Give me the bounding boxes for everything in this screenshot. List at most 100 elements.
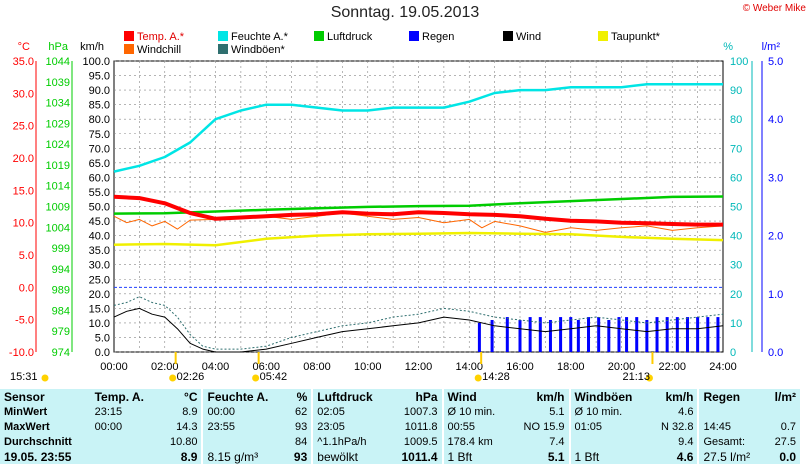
wind-tick-label: 100.0 [82,56,110,68]
druck-tick-label: 994 [52,264,70,276]
legend-swatch [503,31,513,41]
regen-tick-label: 0.0 [768,347,783,359]
legend-swatch [124,44,134,54]
chart-title: Sonntag. 19.05.2013 [330,4,480,21]
stats-cell: Durchschnitt [0,434,91,449]
stats-cell: 23:15 [90,404,160,419]
header-boeen: Windböen [570,389,650,404]
feuchte-tick-label: 60 [730,172,742,184]
legend-swatch [218,44,228,54]
event-marker-sunrise [252,352,260,382]
stats-row: Durchschnitt 10.80 84 ^1.1hPa/h 1009.5 178.4 … [0,434,800,449]
regen-bar [706,317,710,352]
feuchte-tick-label: 90 [730,85,742,97]
stats-cell [699,404,765,419]
regen-tick-label: 2.0 [768,231,783,243]
regen-bar [607,319,611,352]
header-sensor: Sensor [0,389,91,404]
series-line-feuchte-a [113,83,723,173]
feuchte-tick-label: 100 [730,56,748,68]
time-tick-label: 22:00 [658,361,686,373]
regen-bar [569,317,573,352]
druck-tick-label: 1014 [46,181,70,193]
legend-item: Taupunkt* [598,31,660,43]
druck-tick-label: 1034 [46,98,70,110]
stats-table: Sensor Temp. A. °C Feuchte A. % Luftdruc… [0,389,800,464]
feuchte-tick-label: 30 [730,260,742,272]
stats-cell: 0.0 [764,449,800,464]
wind-tick-label: 35.0 [89,245,110,257]
time-tick-label: 12:00 [405,361,433,373]
legend-swatch [409,31,419,41]
legend-item: Windchill [124,44,181,56]
stats-cell: NO 15.9 [510,419,569,434]
wind-tick-label: 90.0 [89,85,110,97]
stats-cell: 7.4 [510,434,569,449]
time-tick-label: 24:00 [709,361,737,373]
legend-label: Taupunkt* [611,31,660,43]
legend-item: Temp. A.* [124,31,184,43]
druck-tick-label: 1044 [46,56,70,68]
legend-label: Regen [422,31,455,43]
regen-bar [576,319,580,352]
temp-tick-label: 25.0 [13,121,34,133]
temp-tick-label: 30.0 [13,88,34,100]
temp-tick-label: 0.0 [19,282,34,294]
event-time-label: 05:42 [260,371,288,383]
stats-cell: 23:55 [203,419,286,434]
regen-bar [635,317,639,352]
druck-tick-label: 984 [52,305,70,317]
time-tick-label: 14:00 [455,361,483,373]
time-tick-label: 08:00 [303,361,331,373]
regen-bar [538,317,542,352]
stats-row: MinWert 23:15 8.9 00:00 62 02:05 1007.3 Ø 10 mi… [0,404,800,419]
stats-cell: 1011.4 [388,449,442,464]
event-marker-moonrise [474,352,483,382]
regen-bar [655,317,659,352]
series-line-windböen [113,296,724,350]
regen-bar [625,317,629,352]
stats-cell: 00:55 [443,419,511,434]
stats-cell: 14:45 [699,419,765,434]
legend-swatch [124,31,134,41]
wind-tick-label: 45.0 [89,216,110,228]
stats-cell: 4.6 [649,449,698,464]
stats-cell [570,434,650,449]
series-line-temp-a [113,194,723,227]
stats-cell: 1011.8 [388,419,442,434]
temp-axis-unit: °C [18,41,30,53]
wind-tick-label: 10.0 [89,318,110,330]
druck-tick-label: 1029 [46,118,70,130]
event-time-label: 15:31 [10,371,38,383]
temp-tick-label: 5.0 [19,250,34,262]
regen-bar [696,317,700,352]
event-marker-sunset-prev [41,374,49,382]
time-tick-label: 02:00 [151,361,179,373]
feuchte-tick-label: 40 [730,231,742,243]
feuchte-tick-label: 0 [730,347,736,359]
time-tick-label: 04:00 [202,361,230,373]
stats-cell [90,434,160,449]
header-wind-unit: km/h [510,389,569,404]
druck-tick-label: 1004 [46,222,70,234]
legend-label: Luftdruck [327,31,373,43]
stats-cell: ^1.1hPa/h [313,434,389,449]
regen-tick-label: 5.0 [768,56,783,68]
stats-cell: MinWert [0,404,91,419]
stats-row: 19.05. 23:55 8.9 8.15 g/m³ 93 bewölkt 1011.4 1… [0,449,800,464]
regen-bar [587,317,591,352]
wind-tick-label: 0.0 [95,347,110,359]
stats-cell: 27.5 l/m² [699,449,765,464]
temp-tick-label: -5.0 [15,315,34,327]
legend-label: Windchill [137,44,182,56]
legend-label: Temp. A.* [137,31,185,43]
feuchte-tick-label: 20 [730,289,742,301]
wind-tick-label: 20.0 [89,289,110,301]
stats-cell: 93 [285,449,312,464]
temp-tick-label: -10.0 [9,347,34,359]
druck-tick-label: 974 [52,347,70,359]
druck-tick-label: 1039 [46,77,70,89]
wind-tick-label: 65.0 [89,158,110,170]
series-line-luftdruck [113,195,724,215]
druck-tick-label: 989 [52,285,70,297]
